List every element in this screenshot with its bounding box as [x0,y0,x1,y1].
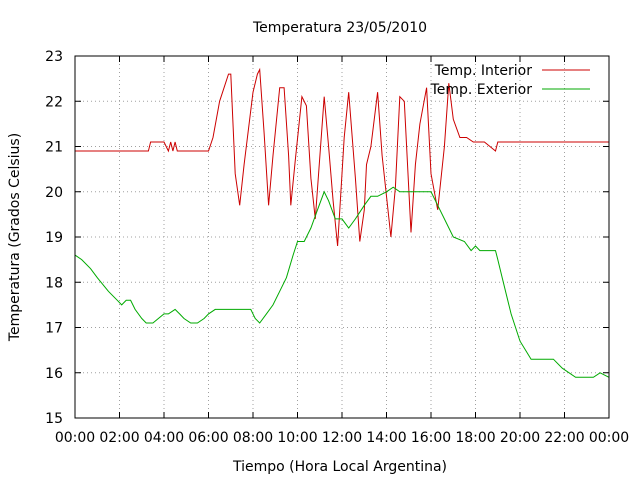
x-tick-label: 00:00 [55,430,95,446]
legend-label: Temp. Exterior [430,82,533,98]
series-layer [74,67,610,378]
x-tick-label: 12:00 [322,430,362,446]
x-tick-label: 04:00 [144,430,184,446]
chart-title: Temperatura 23/05/2010 [252,20,427,36]
series-line-temp-interior [75,67,609,247]
x-tick-labels: 00:00 02:00 04:00 06:00 08:00 10:00 12:00 14:00… [55,430,629,446]
y-tick-label: 21 [45,140,63,156]
y-tick-label: 17 [45,321,63,337]
x-axis-label: Tiempo (Hora Local Argentina) [232,459,447,475]
x-tick-label: 20:00 [500,430,540,446]
tick-marks [74,55,610,419]
x-tick-label: 10:00 [277,430,317,446]
y-tick-label: 20 [45,185,63,201]
y-tick-label: 18 [45,275,63,291]
x-tick-label: 06:00 [188,430,228,446]
x-tick-label: 18:00 [455,430,495,446]
y-axis-label: Temperatura (Grados Celsius) [7,133,23,342]
y-tick-labels: 15 16 17 18 19 20 21 22 23 [45,49,63,427]
x-tick-label: 02:00 [99,430,139,446]
x-tick-label: 08:00 [233,430,273,446]
y-tick-label: 16 [45,366,63,382]
y-tick-label: 23 [45,49,63,65]
x-tick-label: 16:00 [411,430,451,446]
y-tick-label: 19 [45,230,63,246]
y-tick-label: 22 [45,94,63,110]
x-tick-label: 22:00 [544,430,584,446]
x-tick-label: 14:00 [366,430,406,446]
x-tick-label: 00:00 [589,430,629,446]
grid-lines [75,56,609,418]
legend: Temp. Interior Temp. Exterior [430,63,590,98]
legend-label: Temp. Interior [434,63,533,79]
y-tick-label: 15 [45,411,63,427]
series-line-temp-exterior [74,186,610,378]
